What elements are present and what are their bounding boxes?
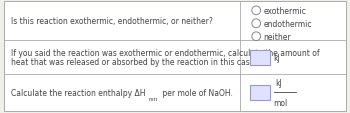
- Bar: [250, 85, 270, 100]
- Text: mol: mol: [274, 98, 288, 107]
- Text: Is this reaction exothermic, endothermic, or neither?: Is this reaction exothermic, endothermic…: [11, 17, 213, 26]
- Text: kJ: kJ: [274, 53, 280, 62]
- Bar: [250, 50, 270, 65]
- Text: If you said the reaction was exothermic or endothermic, calculate the amount of: If you said the reaction was exothermic …: [11, 49, 320, 58]
- Text: exothermic: exothermic: [264, 7, 307, 16]
- Text: Calculate the reaction enthalpy ΔH: Calculate the reaction enthalpy ΔH: [11, 88, 146, 97]
- Text: heat that was released or absorbed by the reaction in this case.: heat that was released or absorbed by th…: [11, 58, 257, 67]
- Text: per mole of NaOH.: per mole of NaOH.: [160, 88, 232, 97]
- Text: rxn: rxn: [148, 96, 158, 101]
- Text: endothermic: endothermic: [264, 20, 312, 29]
- Text: neither: neither: [264, 32, 291, 41]
- Text: kJ: kJ: [275, 79, 282, 87]
